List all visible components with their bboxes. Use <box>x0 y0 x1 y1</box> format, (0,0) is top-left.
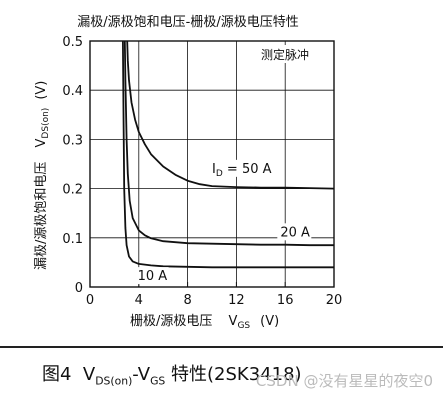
x-tick-label: 16 <box>277 293 294 308</box>
chart-title: 漏极/源极饱和电压-栅极/源极电压特性 <box>77 14 298 30</box>
x-axis-label-text: 栅极/源极电压 <box>130 314 212 329</box>
y-axis-label-text: 漏极/源极饱和电压 <box>33 162 49 270</box>
x-tick-label: 0 <box>86 293 94 308</box>
series-label: 10 A <box>138 269 168 284</box>
x-axis-label-symbol: V <box>229 314 238 329</box>
caption-divider <box>0 346 443 348</box>
annotation-label: 测定脉冲 <box>261 47 309 62</box>
y-tick-label: 0 <box>75 281 83 296</box>
annotation-bg <box>246 45 324 63</box>
x-tick-label: 20 <box>326 293 343 308</box>
series-labels: ID = 50 A 20 A 10 A <box>134 159 312 285</box>
series-line-2 <box>122 40 334 269</box>
series-label-symbol: I <box>212 162 216 177</box>
caption-v2-symbol: V <box>137 364 151 385</box>
y-tick-label: 0.4 <box>62 84 83 99</box>
series-label: 20 A <box>280 225 310 240</box>
figure-caption: 图4 VDS(on)-VGS 特性(2SK3418) <box>42 360 302 388</box>
x-tick-labels: 0 4 8 12 16 20 <box>86 293 342 308</box>
series-label-sub: D <box>216 169 223 179</box>
x-tick-label: 12 <box>228 293 245 308</box>
x-axis-label-sub: GS <box>237 321 250 331</box>
y-axis-label-sub: DS(on) <box>41 108 51 139</box>
x-tick-label: 4 <box>135 293 143 308</box>
y-axis-label-symbol: V <box>34 138 49 147</box>
plot-frame <box>89 40 335 288</box>
y-tick-label: 0.3 <box>62 133 83 148</box>
y-tick-label: 0.5 <box>62 35 83 50</box>
caption-suffix: 特性(2SK3418) <box>165 364 302 385</box>
chart-figure: 漏极/源极饱和电压-栅极/源极电压特性 0 4 8 12 16 20 0 0.1 0.2 0.3… <box>33 14 342 331</box>
y-tick-labels: 0 0.1 0.2 0.3 0.4 0.5 <box>62 35 83 296</box>
x-axis-label-unit: (V) <box>260 314 279 329</box>
y-tick-label: 0.1 <box>62 232 83 247</box>
caption-prefix: 图4 <box>42 364 72 385</box>
watermark: CSDN @没有星星的夜空0 <box>255 372 433 390</box>
caption-v2-sub: GS <box>150 374 166 388</box>
series-label-bg <box>209 159 281 177</box>
series-line-1 <box>123 40 334 247</box>
y-axis-label: 漏极/源极饱和电压 VDS(on) (V) <box>33 81 51 270</box>
caption-dash: - <box>132 364 138 385</box>
y-tick-label: 0.2 <box>62 183 83 198</box>
x-axis-label: 栅极/源极电压 VGS (V) <box>130 314 279 331</box>
series-label-bg <box>277 223 312 241</box>
series-line-0 <box>126 40 335 190</box>
series-label-bg <box>134 267 169 285</box>
caption-v1-symbol: V <box>82 364 96 385</box>
y-axis-label-unit: (V) <box>34 81 49 100</box>
series-label: ID = 50 A <box>212 162 272 179</box>
x-tick-label: 8 <box>183 293 191 308</box>
caption-v1-sub: DS(on) <box>95 374 133 388</box>
series-label-text: = 50 A <box>223 162 272 177</box>
series-lines <box>122 40 335 269</box>
